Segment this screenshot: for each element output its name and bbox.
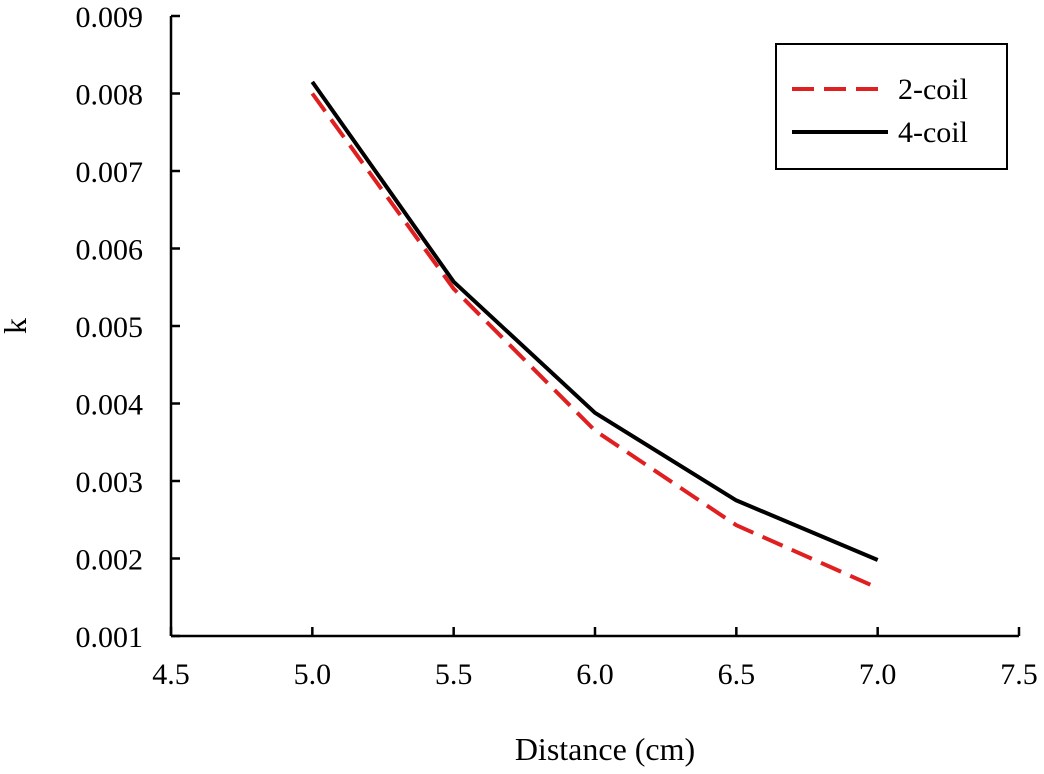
y-tick-label: 0.003 <box>76 466 144 499</box>
x-tick-label: 7.0 <box>859 658 897 691</box>
y-tick-label: 0.005 <box>76 311 144 344</box>
y-axis-ticks: 0.001 0.002 0.003 0.004 0.005 0.006 0.007 0.008… <box>76 1 180 654</box>
y-tick-label: 0.009 <box>76 1 144 34</box>
x-tick-label: 7.5 <box>1000 658 1038 691</box>
legend: 2-coil 4-coil <box>775 43 1008 170</box>
series-line-2-coil <box>310 92 879 590</box>
x-tick-label: 6.5 <box>718 658 756 691</box>
legend-box <box>775 43 1008 170</box>
y-tick-label: 0.007 <box>76 156 144 189</box>
y-tick-label: 0.002 <box>76 544 144 577</box>
y-tick-label: 0.004 <box>76 389 144 422</box>
x-tick-label: 5.0 <box>294 658 332 691</box>
y-tick-label: 0.001 <box>76 621 144 654</box>
x-tick-label: 4.5 <box>152 658 190 691</box>
series-layer <box>310 80 879 590</box>
x-tick-label: 5.5 <box>435 658 473 691</box>
legend-label-4-coil: 4-coil <box>898 116 968 149</box>
y-axis-title: k <box>0 318 33 334</box>
y-tick-label: 0.008 <box>76 79 144 112</box>
legend-label-2-coil: 2-coil <box>898 73 968 106</box>
y-tick-label: 0.006 <box>76 234 144 267</box>
x-axis-ticks: 4.5 5.0 5.5 6.0 6.5 7.0 7.5 <box>152 627 1038 691</box>
series-line-4-coil <box>310 80 879 562</box>
x-axis-title: Distance (cm) <box>515 731 695 767</box>
x-tick-label: 6.0 <box>576 658 614 691</box>
